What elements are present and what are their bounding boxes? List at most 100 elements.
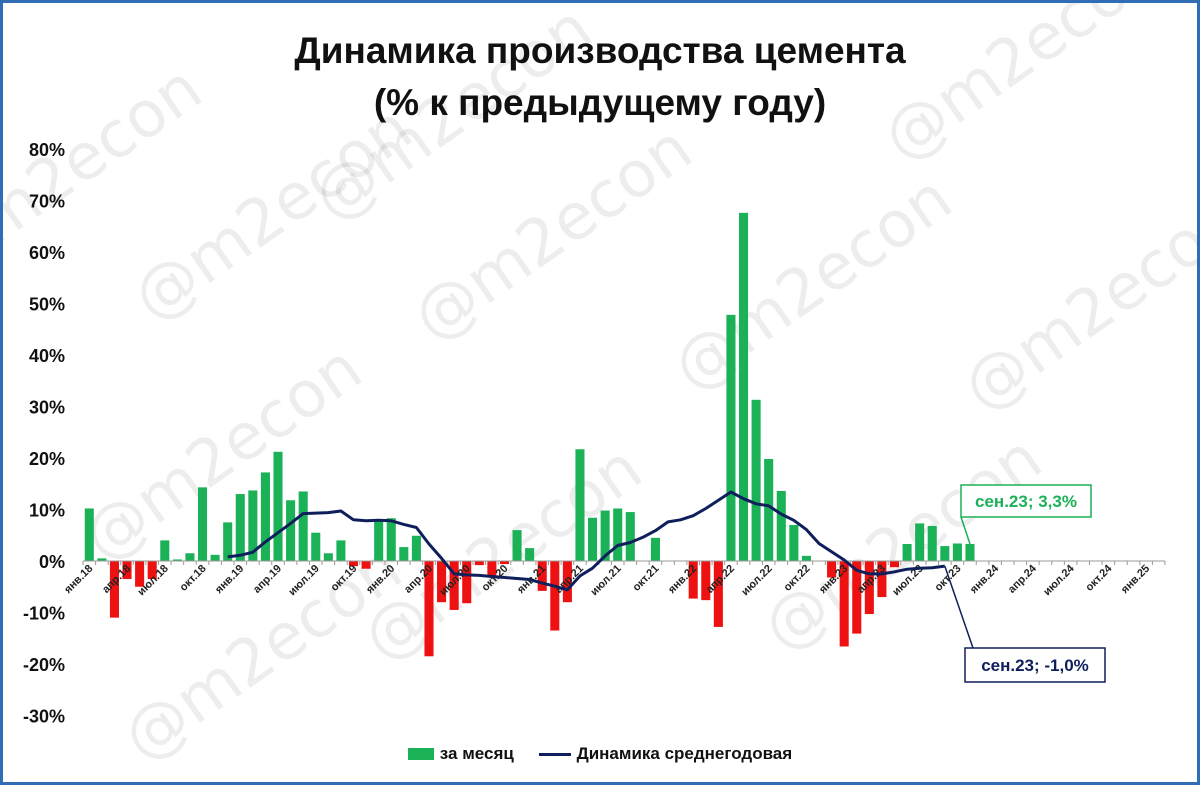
bar xyxy=(487,561,497,577)
y-tick-label: 30% xyxy=(29,398,65,418)
legend-label-annual: Динамика среднегодовая xyxy=(576,743,793,763)
legend-label-monthly: за месяц xyxy=(439,743,514,763)
annotation-leader xyxy=(960,516,971,545)
x-tick-label: янв.24 xyxy=(968,562,1002,596)
bar xyxy=(650,537,660,561)
y-tick-label: -20% xyxy=(23,655,65,675)
watermark-text: @m2econ xyxy=(70,331,376,576)
watermark-text: @m2econ xyxy=(870,3,1176,176)
bar xyxy=(889,561,900,568)
bar xyxy=(927,525,937,561)
bar xyxy=(864,561,874,615)
bar xyxy=(902,544,912,561)
x-tick-label: июл.24 xyxy=(1041,562,1077,598)
annotation-box xyxy=(964,647,1106,683)
bar xyxy=(789,524,799,561)
annotation-leader xyxy=(944,565,974,649)
x-tick-label: окт.24 xyxy=(1083,562,1115,594)
y-tick-label: 0% xyxy=(39,552,65,572)
legend-swatch-annual xyxy=(538,752,571,756)
bar xyxy=(915,523,925,561)
bar xyxy=(248,490,258,561)
legend: за месяц Динамика среднегодовая xyxy=(3,743,1197,764)
bar xyxy=(575,449,585,561)
bar xyxy=(751,399,761,561)
legend-item-monthly: за месяц xyxy=(407,743,514,764)
bar xyxy=(311,532,321,561)
bar xyxy=(613,508,623,561)
bar xyxy=(600,510,610,561)
x-tick-label: янв.25 xyxy=(1119,563,1152,596)
bar xyxy=(525,548,535,561)
chart-title-line-2: (% к предыдущему году) xyxy=(373,82,827,123)
bar xyxy=(952,543,962,561)
legend-swatch-monthly xyxy=(407,748,434,761)
bar xyxy=(449,561,459,610)
bar xyxy=(499,561,510,565)
bar xyxy=(965,544,975,561)
bar xyxy=(562,561,572,603)
y-tick-label: 80% xyxy=(29,140,65,160)
bar xyxy=(764,459,774,561)
bar xyxy=(348,561,359,567)
watermark-text: @m2econ xyxy=(660,161,966,406)
bar xyxy=(512,530,522,561)
bar xyxy=(437,561,447,603)
bar xyxy=(260,472,270,561)
y-axis: 80% 70% 60% 50% 40% 30% 20% 10% 0% -10% -20% -30% xyxy=(23,140,65,727)
bar xyxy=(399,547,409,561)
bar xyxy=(273,451,283,561)
bar xyxy=(185,553,195,561)
monthly-bars xyxy=(84,212,975,657)
x-tick-label: апр.19 xyxy=(251,563,284,596)
x-axis: янв.18 апр.18 июл.18 окт.18 янв.19 апр.19 июл.… xyxy=(62,560,1166,598)
bar xyxy=(135,561,145,587)
bar xyxy=(172,559,182,561)
bar xyxy=(839,561,849,647)
bar xyxy=(537,561,547,591)
y-tick-label: 20% xyxy=(29,449,65,469)
annotation-box xyxy=(960,484,1092,518)
x-tick-label: апр.24 xyxy=(1006,562,1040,596)
bar xyxy=(588,517,598,561)
y-tick-label: -30% xyxy=(23,707,65,727)
bar xyxy=(323,553,333,561)
annual-average-line-layer xyxy=(227,490,945,592)
bar xyxy=(122,561,132,580)
bar xyxy=(361,561,371,569)
legend-item-annual: Динамика среднегодовая xyxy=(538,743,793,764)
chart-svg: @m2econ@m2econ@m2econ@m2econ@m2econ@m2ec… xyxy=(3,3,1197,776)
annotation-label: сен.23; 3,3% xyxy=(975,492,1077,511)
bar xyxy=(109,561,119,618)
bar xyxy=(801,555,811,561)
bar xyxy=(210,554,220,561)
chart-title: Динамика производства цемента (% к преды… xyxy=(3,25,1197,129)
x-tick-label: янв.19 xyxy=(213,563,246,596)
annual-average-line xyxy=(227,490,945,592)
bar xyxy=(84,508,94,561)
watermark-text: @m2econ xyxy=(950,181,1197,426)
bar xyxy=(713,561,723,627)
bar xyxy=(474,561,484,566)
y-tick-label: 60% xyxy=(29,243,65,263)
bar xyxy=(550,561,560,631)
bar xyxy=(462,561,472,604)
chart-title-line-1: Динамика производства цемента xyxy=(294,30,906,71)
bar xyxy=(197,487,208,561)
bar xyxy=(738,212,749,562)
bar xyxy=(374,521,384,561)
bar xyxy=(827,561,837,578)
y-tick-label: 70% xyxy=(29,192,65,212)
bar xyxy=(877,561,887,598)
y-tick-label: 10% xyxy=(29,501,65,521)
y-tick-label: -10% xyxy=(23,604,65,624)
annotations: сен.23; 3,3% сен.23; -1,0% xyxy=(944,484,1106,683)
bar xyxy=(424,561,434,657)
bar xyxy=(147,561,157,580)
bar xyxy=(625,512,635,561)
bar xyxy=(223,522,233,561)
x-tick-label: окт.21 xyxy=(631,563,662,594)
bar xyxy=(688,561,698,599)
bar xyxy=(336,540,346,561)
